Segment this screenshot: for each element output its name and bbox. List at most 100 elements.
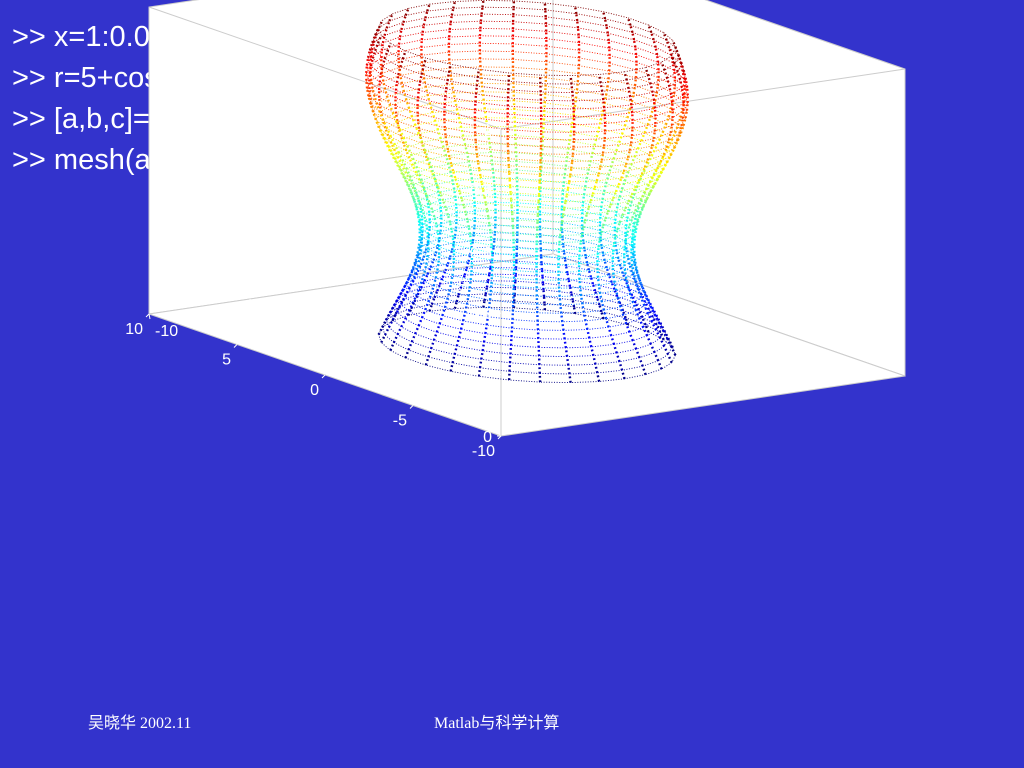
mesh-generator-segment [416, 258, 421, 267]
mesh-ring-segment [474, 225, 496, 227]
mesh-generator-segment [470, 178, 475, 188]
mesh-ring-segment [404, 296, 413, 304]
mesh-ring-segment [611, 281, 629, 289]
mesh-generator-segment [417, 317, 424, 327]
mesh-generator-segment [418, 250, 423, 259]
mesh-generator-segment [458, 118, 463, 128]
mesh-generator-segment [595, 173, 600, 182]
mesh-generator-segment [632, 273, 637, 282]
mesh-ring-segment [418, 245, 422, 252]
mesh-ring-segment [384, 83, 403, 90]
mesh-generator-segment [392, 298, 399, 307]
mesh-generator-segment [590, 346, 595, 356]
mesh-ring-segment [447, 298, 468, 305]
mesh-generator-segment [601, 191, 606, 200]
z-tick-label: 1 [483, 122, 492, 139]
mesh-generator-segment [623, 71, 628, 81]
mesh-generator-segment [400, 318, 407, 328]
mesh-generator-segment [447, 163, 452, 174]
mesh-generator-segment [378, 111, 385, 121]
mesh-ring-segment [448, 72, 478, 79]
mesh-generator-segment [437, 192, 442, 201]
mesh-ring-segment [558, 248, 581, 251]
mesh-generator-segment [612, 191, 618, 199]
mesh-generator-segment [542, 296, 546, 304]
mesh-ring-segment [610, 166, 628, 174]
axes-box [148, 0, 906, 437]
mesh-ring-segment [418, 167, 432, 173]
mesh-generator-segment [453, 228, 458, 236]
footer-course-title: Matlab与科学计算 [434, 715, 560, 732]
mesh-generator-segment [408, 157, 414, 166]
mesh-generator-segment [563, 258, 568, 267]
mesh-generator-segment [464, 212, 469, 220]
mesh-ring-segment [395, 152, 400, 160]
mesh-generator-segment [630, 104, 634, 113]
mesh-generator-segment [631, 32, 636, 41]
mesh-generator-segment [421, 186, 428, 196]
mesh-ring-segment [422, 138, 441, 143]
mesh-ring-segment [511, 336, 539, 340]
mesh-ring-segment [571, 82, 601, 85]
mesh-generator-segment [618, 361, 624, 371]
mesh-generator-segment [626, 285, 632, 295]
mesh-ring-segment [431, 293, 448, 300]
mesh-ring-segment [607, 32, 635, 41]
mesh-generator-segment [656, 77, 660, 86]
mesh-ring-segment [540, 99, 574, 102]
mesh-ring-segment [514, 126, 544, 130]
mesh-generator-segment [451, 180, 456, 190]
mesh-generator-segment [595, 128, 600, 138]
mesh-ring-segment [460, 286, 487, 289]
mesh-ring-segment [442, 315, 464, 322]
mesh-ring-segment [475, 101, 508, 107]
mesh-generator-segment [452, 259, 456, 268]
mesh-ring-segment [624, 125, 645, 134]
mesh-generator-segment [381, 35, 386, 44]
mesh-ring-segment [427, 7, 454, 12]
mesh-generator-segment [637, 277, 643, 287]
mesh-ring-segment [601, 298, 619, 303]
mesh-generator-segment [567, 140, 571, 150]
mesh-ring-segment [382, 13, 393, 21]
mesh-generator-segment [487, 299, 492, 309]
mesh-generator-segment [409, 190, 415, 200]
mesh-ring-segment [425, 245, 439, 251]
mesh-generator-segment [377, 326, 384, 336]
mesh-generator-segment [609, 197, 615, 206]
mesh-generator-segment [631, 246, 635, 255]
mesh-generator-segment [448, 283, 453, 292]
mesh-generator-segment [663, 345, 670, 356]
mesh-generator-segment [628, 331, 634, 342]
mesh-generator-segment [476, 69, 480, 78]
mesh-generator-segment [366, 49, 372, 58]
mesh-ring-segment [450, 63, 479, 70]
mesh-generator-segment [685, 87, 689, 96]
mesh-ring-segment [575, 313, 604, 320]
mesh-generator-segment [614, 212, 618, 221]
mesh-generator-segment [427, 348, 433, 358]
mesh-ring-segment [579, 246, 599, 250]
mesh-ring-segment [586, 178, 607, 184]
mesh-generator-segment [378, 74, 382, 83]
mesh-ring-segment [562, 220, 586, 223]
mesh-generator-segment [607, 274, 613, 283]
mesh-generator-segment [443, 299, 449, 308]
mesh-ring-segment [600, 79, 627, 84]
mesh-generator-segment [430, 208, 436, 218]
mesh-ring-segment [491, 275, 515, 279]
mesh-generator-segment [630, 93, 635, 102]
mesh-ring-segment [560, 234, 583, 237]
mesh-generator-segment [647, 24, 653, 33]
mesh-generator-segment [508, 172, 511, 180]
mesh-generator-segment [489, 152, 494, 162]
mesh-generator-segment [416, 245, 421, 254]
mesh-generator-segment [579, 295, 584, 305]
mesh-generator-segment [599, 111, 604, 121]
mesh-ring-segment [615, 242, 627, 250]
mesh-generator-segment [454, 220, 458, 229]
mesh-generator-segment [426, 266, 432, 275]
mesh-generator-segment [406, 146, 413, 156]
